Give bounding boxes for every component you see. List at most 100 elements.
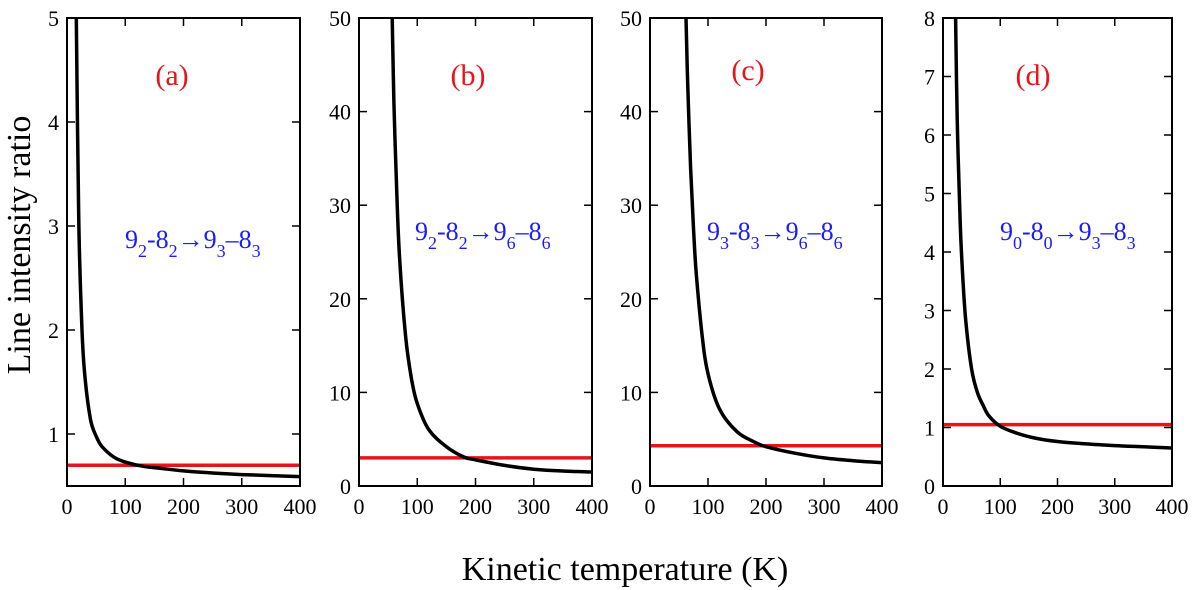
- annotation-subscript: 3: [252, 241, 261, 261]
- annotation-subscript: 3: [1127, 233, 1136, 253]
- x-tick-label: 400: [284, 494, 317, 519]
- transition-annotation: 92-82→93–83: [125, 225, 261, 261]
- y-tick-label: 0: [924, 474, 935, 499]
- y-tick-label: 50: [620, 6, 642, 31]
- x-tick-label: 300: [517, 494, 550, 519]
- annotation-subscript: 2: [169, 241, 178, 261]
- x-tick-label: 0: [62, 494, 73, 519]
- annotation-text: –8: [1100, 217, 1127, 246]
- annotation-text: →: [468, 217, 494, 246]
- panel-label: (b): [451, 59, 486, 92]
- model-ratio-curve: [390, 18, 592, 474]
- annotation-text: -8: [437, 217, 459, 246]
- annotation-subscript: 3: [217, 241, 226, 261]
- model-ratio-curve: [74, 18, 300, 479]
- y-tick-label: 20: [620, 287, 642, 312]
- annotation-text: –8: [225, 225, 252, 254]
- y-tick-label: 40: [620, 100, 642, 125]
- y-tick-label: 3: [48, 214, 59, 239]
- x-axis-title: Kinetic temperature (K): [462, 551, 789, 588]
- annotation-text: -8: [147, 225, 169, 254]
- x-tick-label: 300: [225, 494, 258, 519]
- y-tick-label: 40: [329, 100, 351, 125]
- panel-label: (d): [1016, 59, 1051, 92]
- y-tick-label: 4: [924, 240, 935, 265]
- y-tick-label: 2: [48, 318, 59, 343]
- y-tick-label: 20: [329, 287, 351, 312]
- model-ratio-curve: [684, 18, 882, 465]
- annotation-text: 9: [415, 217, 428, 246]
- annotation-subscript: 2: [428, 233, 437, 253]
- annotation-text: 9: [204, 225, 217, 254]
- y-tick-label: 6: [924, 123, 935, 148]
- model-ratio-curve: [953, 18, 1172, 450]
- transition-annotation: 93-83→96–86: [707, 217, 843, 253]
- annotation-subscript: 6: [799, 233, 808, 253]
- annotation-subscript: 2: [138, 241, 147, 261]
- annotation-text: –8: [515, 217, 542, 246]
- y-tick-label: 8: [924, 6, 935, 31]
- annotation-text: 9: [494, 217, 507, 246]
- x-tick-label: 100: [984, 494, 1017, 519]
- x-tick-label: 400: [1156, 494, 1189, 519]
- y-axis-title: Line intensity ratio: [1, 116, 38, 375]
- x-tick-label: 400: [866, 494, 899, 519]
- x-tick-label: 100: [401, 494, 434, 519]
- annotation-text: 9: [1079, 217, 1092, 246]
- y-tick-label: 1: [924, 416, 935, 441]
- annotation-text: →: [760, 217, 786, 246]
- y-tick-label: 50: [329, 6, 351, 31]
- x-tick-label: 100: [109, 494, 142, 519]
- annotation-text: –8: [807, 217, 834, 246]
- y-tick-label: 3: [924, 299, 935, 324]
- x-tick-label: 300: [1098, 494, 1131, 519]
- panel-frame: [942, 17, 1173, 487]
- panel-frame: [649, 17, 883, 487]
- annotation-text: 9: [786, 217, 799, 246]
- annotation-subscript: 0: [1013, 233, 1022, 253]
- y-tick-label: 30: [620, 193, 642, 218]
- annotation-subscript: 3: [751, 233, 760, 253]
- y-tick-label: 5: [48, 6, 59, 31]
- y-tick-label: 10: [620, 380, 642, 405]
- annotation-text: -8: [1022, 217, 1044, 246]
- x-tick-label: 300: [808, 494, 841, 519]
- x-tick-label: 0: [354, 494, 365, 519]
- x-tick-label: 100: [692, 494, 725, 519]
- annotation-text: 9: [707, 217, 720, 246]
- x-tick-label: 400: [576, 494, 609, 519]
- x-tick-label: 200: [750, 494, 783, 519]
- annotation-subscript: 3: [1092, 233, 1101, 253]
- y-tick-label: 2: [924, 357, 935, 382]
- annotation-subscript: 6: [542, 233, 551, 253]
- annotation-text: 9: [125, 225, 138, 254]
- x-tick-label: 200: [1041, 494, 1074, 519]
- y-tick-label: 1: [48, 422, 59, 447]
- panel-label: (a): [155, 59, 188, 92]
- annotation-text: 9: [1000, 217, 1013, 246]
- annotation-subscript: 3: [720, 233, 729, 253]
- y-tick-label: 4: [48, 110, 59, 135]
- transition-annotation: 90-80→93–83: [1000, 217, 1136, 253]
- annotation-text: -8: [729, 217, 751, 246]
- annotation-subscript: 2: [459, 233, 468, 253]
- annotation-subscript: 6: [834, 233, 843, 253]
- y-tick-label: 7: [924, 65, 935, 90]
- transition-annotation: 92-82→96–86: [415, 217, 551, 253]
- y-tick-label: 5: [924, 182, 935, 207]
- x-tick-label: 200: [167, 494, 200, 519]
- x-tick-label: 0: [938, 494, 949, 519]
- annotation-text: →: [178, 225, 204, 254]
- annotation-text: →: [1053, 217, 1079, 246]
- y-tick-label: 0: [340, 474, 351, 499]
- x-tick-label: 0: [645, 494, 656, 519]
- y-tick-label: 10: [329, 380, 351, 405]
- panel-label: (c): [731, 54, 764, 87]
- y-tick-label: 30: [329, 193, 351, 218]
